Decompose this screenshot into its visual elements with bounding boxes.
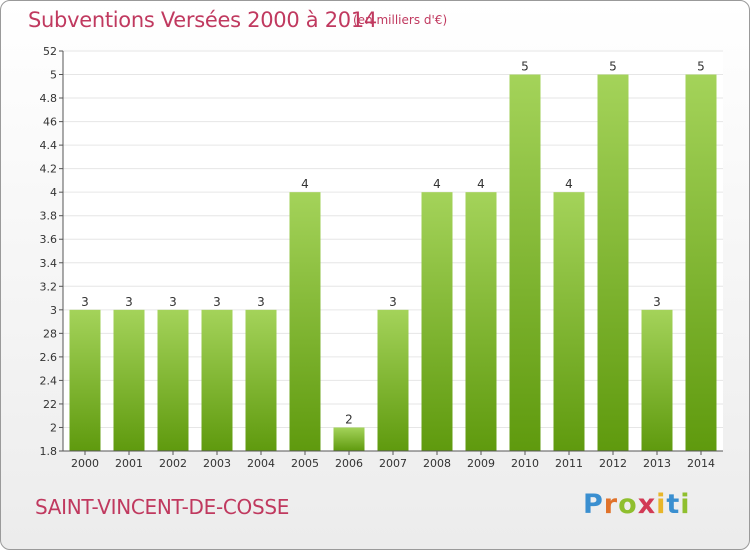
y-tick-label: 28: [43, 327, 57, 340]
data-label: 3: [125, 295, 133, 309]
x-tick-label: 2013: [643, 457, 671, 470]
y-tick-label: 3.8: [40, 210, 58, 223]
town-name: SAINT-VINCENT-DE-COSSE: [35, 495, 290, 519]
y-tick-label: 3.4: [40, 257, 58, 270]
x-tick-label: 2008: [423, 457, 451, 470]
bar: [333, 427, 365, 451]
data-label: 5: [609, 60, 617, 74]
bar: [553, 192, 585, 452]
bar: [465, 192, 497, 452]
x-tick-label: 2006: [335, 457, 363, 470]
data-label: 4: [433, 177, 441, 191]
data-label: 3: [213, 295, 221, 309]
x-tick-label: 2011: [555, 457, 583, 470]
bar: [685, 74, 717, 451]
x-tick-label: 2010: [511, 457, 539, 470]
data-label: 4: [301, 177, 309, 191]
bar: [245, 309, 277, 451]
y-tick-label: 52: [43, 45, 57, 58]
data-label: 4: [565, 177, 573, 191]
x-tick-label: 2004: [247, 457, 275, 470]
data-label: 3: [81, 295, 89, 309]
x-tick-label: 2009: [467, 457, 495, 470]
bar: [641, 309, 673, 451]
y-tick-label: 2.4: [40, 374, 58, 387]
y-tick-label: 4: [50, 186, 57, 199]
bar: [377, 309, 409, 451]
proxiti-logo: Proxiti: [583, 489, 691, 520]
chart-subtitle: (en milliers d'€): [353, 13, 448, 27]
y-tick-label: 1.8: [40, 445, 58, 458]
y-tick-label: 2.6: [40, 351, 58, 364]
chart-title: Subventions Versées 2000 à 2014: [28, 8, 377, 32]
bar: [157, 309, 189, 451]
x-tick-label: 2003: [203, 457, 231, 470]
bar: [597, 74, 629, 451]
bar: [509, 74, 541, 451]
x-tick-label: 2012: [599, 457, 627, 470]
y-tick-label: 5: [50, 69, 57, 82]
x-tick-label: 2005: [291, 457, 319, 470]
data-label: 3: [653, 295, 661, 309]
y-tick-label: 3.2: [40, 280, 58, 293]
x-tick-label: 2001: [115, 457, 143, 470]
y-tick-label: 4.4: [40, 139, 58, 152]
bar: [69, 309, 101, 451]
x-tick-label: 2007: [379, 457, 407, 470]
bar: [113, 309, 145, 451]
y-tick-label: 2: [50, 421, 57, 434]
bar: [421, 192, 453, 452]
bar: [289, 192, 321, 452]
y-tick-label: 3: [50, 304, 57, 317]
y-tick-label: 22: [43, 398, 57, 411]
y-tick-label: 46: [43, 116, 57, 129]
x-tick-label: 2002: [159, 457, 187, 470]
data-label: 3: [389, 295, 397, 309]
data-label: 5: [697, 60, 705, 74]
y-tick-label: 4.8: [40, 92, 58, 105]
data-label: 3: [169, 295, 177, 309]
y-tick-label: 4.2: [40, 163, 58, 176]
x-tick-label: 2014: [687, 457, 715, 470]
data-label: 2: [345, 412, 353, 426]
data-label: 4: [477, 177, 485, 191]
data-label: 5: [521, 60, 529, 74]
data-label: 3: [257, 295, 265, 309]
bar: [201, 309, 233, 451]
y-tick-label: 3.6: [40, 233, 58, 246]
x-tick-label: 2000: [71, 457, 99, 470]
